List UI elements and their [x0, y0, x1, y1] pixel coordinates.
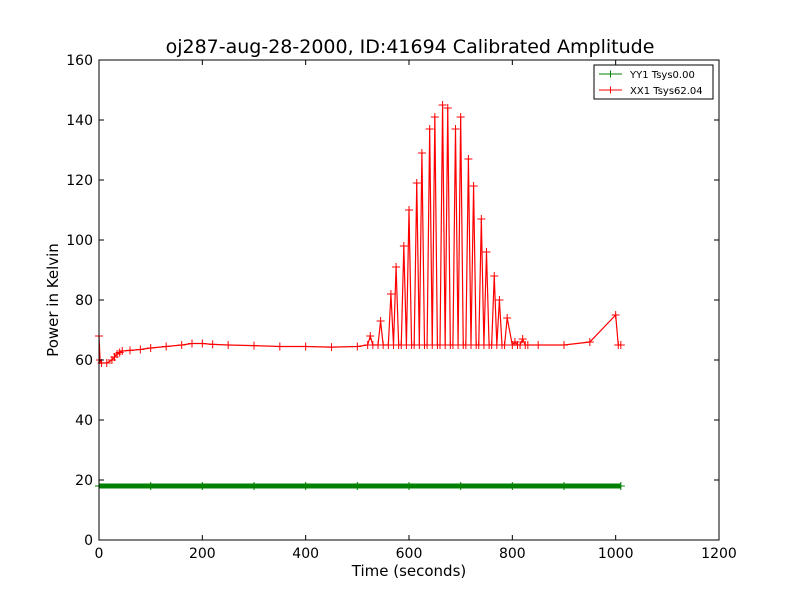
data-point	[102, 359, 111, 367]
data-point	[353, 342, 362, 351]
x-tick-label: 1000	[598, 546, 634, 562]
y-tick-label: 0	[84, 533, 93, 549]
x-tick-label: 600	[396, 546, 423, 562]
y-tick-label: 100	[66, 233, 93, 249]
legend-box	[593, 64, 714, 100]
data-point	[188, 339, 196, 348]
data-point	[250, 341, 258, 350]
data-point	[616, 341, 625, 349]
y-tick-label: 40	[75, 413, 93, 429]
legend-marker	[607, 70, 614, 78]
series-layer	[95, 101, 625, 490]
data-point	[301, 342, 310, 351]
data-point	[495, 296, 504, 304]
data-point	[585, 338, 594, 346]
data-point	[366, 332, 375, 340]
data-point	[392, 263, 401, 271]
data-point	[560, 341, 568, 349]
data-point	[250, 482, 258, 490]
data-point	[560, 482, 568, 490]
data-point	[146, 344, 155, 352]
data-point	[534, 341, 543, 349]
data-point	[208, 340, 217, 349]
data-point	[327, 343, 336, 352]
x-axis-title: Time (seconds)	[351, 562, 467, 580]
data-point	[430, 113, 439, 121]
plot-background	[99, 60, 719, 540]
data-point	[616, 482, 625, 490]
legend-label: XX1 Tsys62.04	[630, 86, 703, 97]
y-tick-label: 60	[75, 353, 93, 369]
data-point	[464, 155, 473, 163]
data-point	[224, 341, 233, 349]
data-point	[198, 339, 207, 348]
data-point	[451, 125, 460, 133]
data-point	[611, 311, 620, 319]
y-axis-title: Power in Kelvin	[44, 243, 62, 357]
data-point	[417, 149, 426, 157]
data-point	[162, 342, 171, 351]
data-point	[146, 482, 155, 490]
data-point	[482, 248, 491, 256]
data-point	[275, 342, 284, 351]
data-point	[136, 345, 145, 354]
data-point	[386, 290, 395, 298]
y-tick-label: 120	[66, 173, 93, 189]
legend-marker	[607, 86, 614, 94]
chart-title: oj287-aug-28-2000, ID:41694 Calibrated A…	[166, 36, 655, 58]
data-point	[500, 341, 509, 349]
data-point	[353, 482, 362, 490]
data-point	[301, 482, 310, 490]
data-point	[443, 104, 452, 112]
data-point	[456, 113, 465, 121]
data-point	[177, 341, 186, 349]
x-tick-label: 1200	[701, 546, 737, 562]
data-point	[490, 272, 499, 280]
data-point	[503, 314, 512, 322]
series-1	[95, 482, 625, 490]
data-point	[518, 335, 527, 343]
x-tick-label: 400	[292, 546, 319, 562]
legend-label: YY1 Tsys0.00	[629, 70, 695, 81]
data-point	[508, 482, 517, 490]
y-tick-label: 160	[66, 53, 93, 69]
data-point	[198, 482, 207, 490]
data-point	[469, 182, 478, 190]
y-tick-label: 20	[75, 473, 93, 489]
data-point	[438, 101, 447, 109]
data-point	[405, 482, 413, 490]
data-point	[399, 242, 408, 250]
data-point	[456, 482, 465, 490]
data-point	[523, 341, 532, 349]
y-tick-label: 140	[66, 113, 93, 129]
data-point	[425, 125, 434, 133]
data-point	[405, 206, 413, 214]
data-point	[412, 179, 421, 187]
data-point	[118, 347, 127, 355]
y-tick-label: 80	[75, 293, 93, 309]
x-tick-label: 0	[95, 546, 104, 562]
axes-layer: 0 200 400 600 800 1000 1200 0 20 40 60 80 100 120 140 1…	[66, 53, 737, 562]
x-tick-label: 800	[499, 546, 526, 562]
legend: YY1 Tsys0.00 XX1 Tsys62.04	[593, 64, 714, 100]
data-point	[376, 317, 385, 325]
x-tick-label: 200	[189, 546, 216, 562]
data-point	[126, 346, 134, 355]
series-2	[95, 101, 625, 367]
data-point	[477, 215, 486, 223]
